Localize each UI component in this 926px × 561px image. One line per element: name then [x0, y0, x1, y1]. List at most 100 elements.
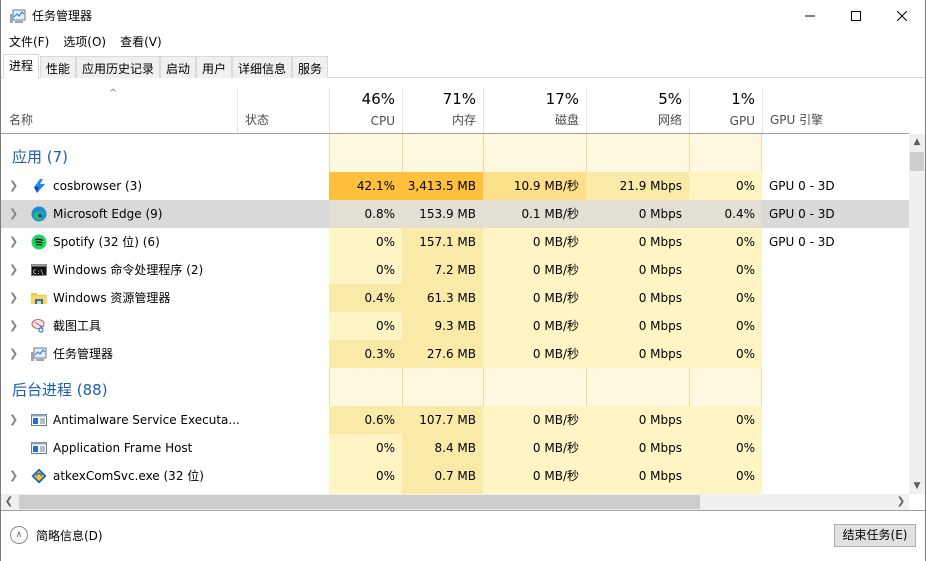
maximize-icon	[851, 10, 861, 21]
disk-value: 0 MB/秒	[483, 228, 586, 256]
expand-chevron-icon[interactable]: ❯	[9, 319, 19, 332]
gpu-engine-value	[769, 256, 909, 284]
minimize-icon	[805, 15, 815, 16]
process-row[interactable]: Application Frame Host 0% 8.4 MB 0 MB/秒 …	[1, 434, 909, 462]
cpu-value: 0.4%	[329, 284, 402, 312]
horizontal-scrollbar[interactable]: ❮ ❯	[1, 494, 909, 510]
snipping-tool-icon	[31, 319, 45, 333]
menu-file[interactable]: 文件(F)	[9, 35, 50, 49]
memory-value: 157.1 MB	[402, 228, 483, 256]
gpu-engine-value	[769, 312, 909, 340]
cpu-value: 42.1%	[329, 172, 402, 200]
expand-chevron-icon[interactable]: ❯	[9, 413, 19, 426]
expand-chevron-icon[interactable]: ❯	[9, 347, 19, 360]
expand-chevron-icon[interactable]: ❯	[9, 235, 19, 248]
gpu-engine-value	[769, 406, 909, 434]
vertical-scrollbar[interactable]: ▲ ▼	[909, 134, 925, 494]
process-row[interactable]: ❯ cosbrowser (3) 42.1% 3,413.5 MB 10.9 M…	[1, 172, 909, 200]
process-row[interactable]: ❯ Antimalware Service Executa... 0.6% 10…	[1, 406, 909, 434]
expand-chevron-icon[interactable]: ❯	[9, 179, 19, 192]
chevron-up-circle-icon: ∧	[10, 526, 28, 544]
group-header-apps[interactable]: 应用 (7)	[1, 143, 909, 171]
gpu-value: 0%	[689, 434, 762, 462]
column-header-gpu[interactable]: 1% GPU	[689, 88, 762, 133]
gpu-cell-partial	[689, 490, 762, 494]
scroll-left-icon[interactable]: ❮	[4, 496, 14, 507]
process-name: atkexComSvc.exe (32 位)	[53, 469, 204, 483]
header-divider	[1, 133, 909, 134]
network-value: 0 Mbps	[586, 284, 689, 312]
edge-icon	[31, 206, 47, 222]
column-label-network: 网络	[657, 113, 682, 127]
scroll-up-icon[interactable]: ▲	[913, 137, 921, 147]
column-header-disk[interactable]: 17% 磁盘	[483, 88, 586, 133]
title-bar: 任务管理器	[1, 0, 925, 31]
process-row[interactable]: ❯ Spotify (32 位) (6) 0% 157.1 MB 0 MB/秒 …	[1, 228, 909, 256]
horizontal-scroll-thumb[interactable]	[19, 495, 700, 509]
expand-chevron-icon[interactable]: ❯	[9, 291, 19, 304]
menu-view[interactable]: 查看(V)	[120, 35, 162, 49]
process-row-partial	[1, 490, 909, 494]
memory-value: 9.3 MB	[402, 312, 483, 340]
scroll-right-icon[interactable]: ❯	[896, 496, 906, 507]
process-row-selected[interactable]: ❯ Microsoft Edge (9) 0.8% 153.9 MB 0.1 M…	[1, 200, 909, 228]
tab-performance[interactable]: 性能	[40, 56, 76, 78]
explorer-icon	[31, 293, 47, 304]
process-row[interactable]: ❯ C:\_ Windows 命令处理程序 (2) 0% 7.2 MB 0 MB…	[1, 256, 909, 284]
expand-chevron-icon[interactable]: ❯	[9, 263, 19, 276]
maximize-button[interactable]	[833, 0, 879, 31]
cpu-value: 0%	[329, 462, 402, 490]
column-label-status: 状态	[245, 113, 270, 127]
column-header-status[interactable]: 状态	[237, 88, 329, 133]
network-cell-partial	[586, 490, 689, 494]
cpu-value: 0%	[329, 256, 402, 284]
disk-value: 0 MB/秒	[483, 462, 586, 490]
tab-processes[interactable]: 进程	[3, 54, 39, 79]
tab-details[interactable]: 详细信息	[232, 56, 292, 78]
disk-cell-partial	[483, 490, 586, 494]
expand-chevron-icon[interactable]: ❯	[9, 207, 19, 220]
column-header-network[interactable]: 5% 网络	[586, 88, 689, 133]
gpu-engine-value	[769, 462, 909, 490]
group-title-background: 后台进程 (88)	[12, 381, 108, 399]
column-header-cpu[interactable]: 46% CPU	[329, 88, 402, 133]
column-label-gpu-engine: GPU 引擎	[770, 113, 824, 127]
column-header-memory[interactable]: 71% 内存	[402, 88, 483, 133]
group-header-background[interactable]: 后台进程 (88)	[1, 376, 909, 404]
cpu-value: 0%	[329, 434, 402, 462]
vertical-scroll-thumb[interactable]	[910, 152, 924, 171]
scroll-down-icon[interactable]: ▼	[913, 481, 921, 491]
network-total: 5%	[658, 90, 682, 108]
tab-app-history[interactable]: 应用历史记录	[76, 56, 160, 78]
process-row[interactable]: ❯ atkexComSvc.exe (32 位) 0% 0.7 MB 0 MB/…	[1, 462, 909, 490]
tab-startup[interactable]: 启动	[160, 56, 196, 78]
process-row[interactable]: ❯ 截图工具 0% 9.3 MB 0 MB/秒 0 Mbps 0%	[1, 312, 909, 340]
memory-value: 61.3 MB	[402, 284, 483, 312]
cpu-value: 0.8%	[329, 200, 402, 228]
window-title: 任务管理器	[32, 9, 93, 23]
fewer-details-button[interactable]: ∧ 简略信息(D)	[10, 525, 103, 545]
svg-text:C:\_: C:\_	[33, 269, 47, 276]
menu-options[interactable]: 选项(O)	[63, 35, 107, 49]
gpu-value: 0%	[689, 340, 762, 368]
gpu-value: 0%	[689, 284, 762, 312]
column-label-name: 名称	[9, 113, 34, 127]
end-task-button[interactable]: 结束任务(E)	[834, 524, 916, 547]
column-header-gpu-engine[interactable]: GPU 引擎	[762, 88, 909, 133]
column-label-disk: 磁盘	[554, 113, 579, 127]
close-button[interactable]	[879, 0, 925, 31]
process-row[interactable]: ❯ Windows 资源管理器 0.4% 61.3 MB 0 MB/秒 0 Mb…	[1, 284, 909, 312]
expand-chevron-icon[interactable]: ❯	[9, 469, 19, 482]
tab-strip: 进程 性能 应用历史记录 启动 用户 详细信息 服务	[1, 54, 925, 79]
tab-users[interactable]: 用户	[196, 56, 232, 78]
tab-services[interactable]: 服务	[292, 56, 328, 78]
process-row[interactable]: ❯ 任务管理器 0.3% 27.6 MB 0 MB/秒 0 Mbps 0%	[1, 340, 909, 368]
network-value: 0 Mbps	[586, 312, 689, 340]
close-icon	[897, 10, 907, 21]
scrollbar-corner	[909, 494, 925, 510]
gpu-total: 1%	[731, 90, 755, 108]
network-value: 21.9 Mbps	[586, 172, 689, 200]
column-header-name[interactable]: ^ 名称	[1, 88, 237, 133]
minimize-button[interactable]	[787, 0, 833, 31]
gpu-engine-value: GPU 0 - 3D	[769, 235, 835, 249]
